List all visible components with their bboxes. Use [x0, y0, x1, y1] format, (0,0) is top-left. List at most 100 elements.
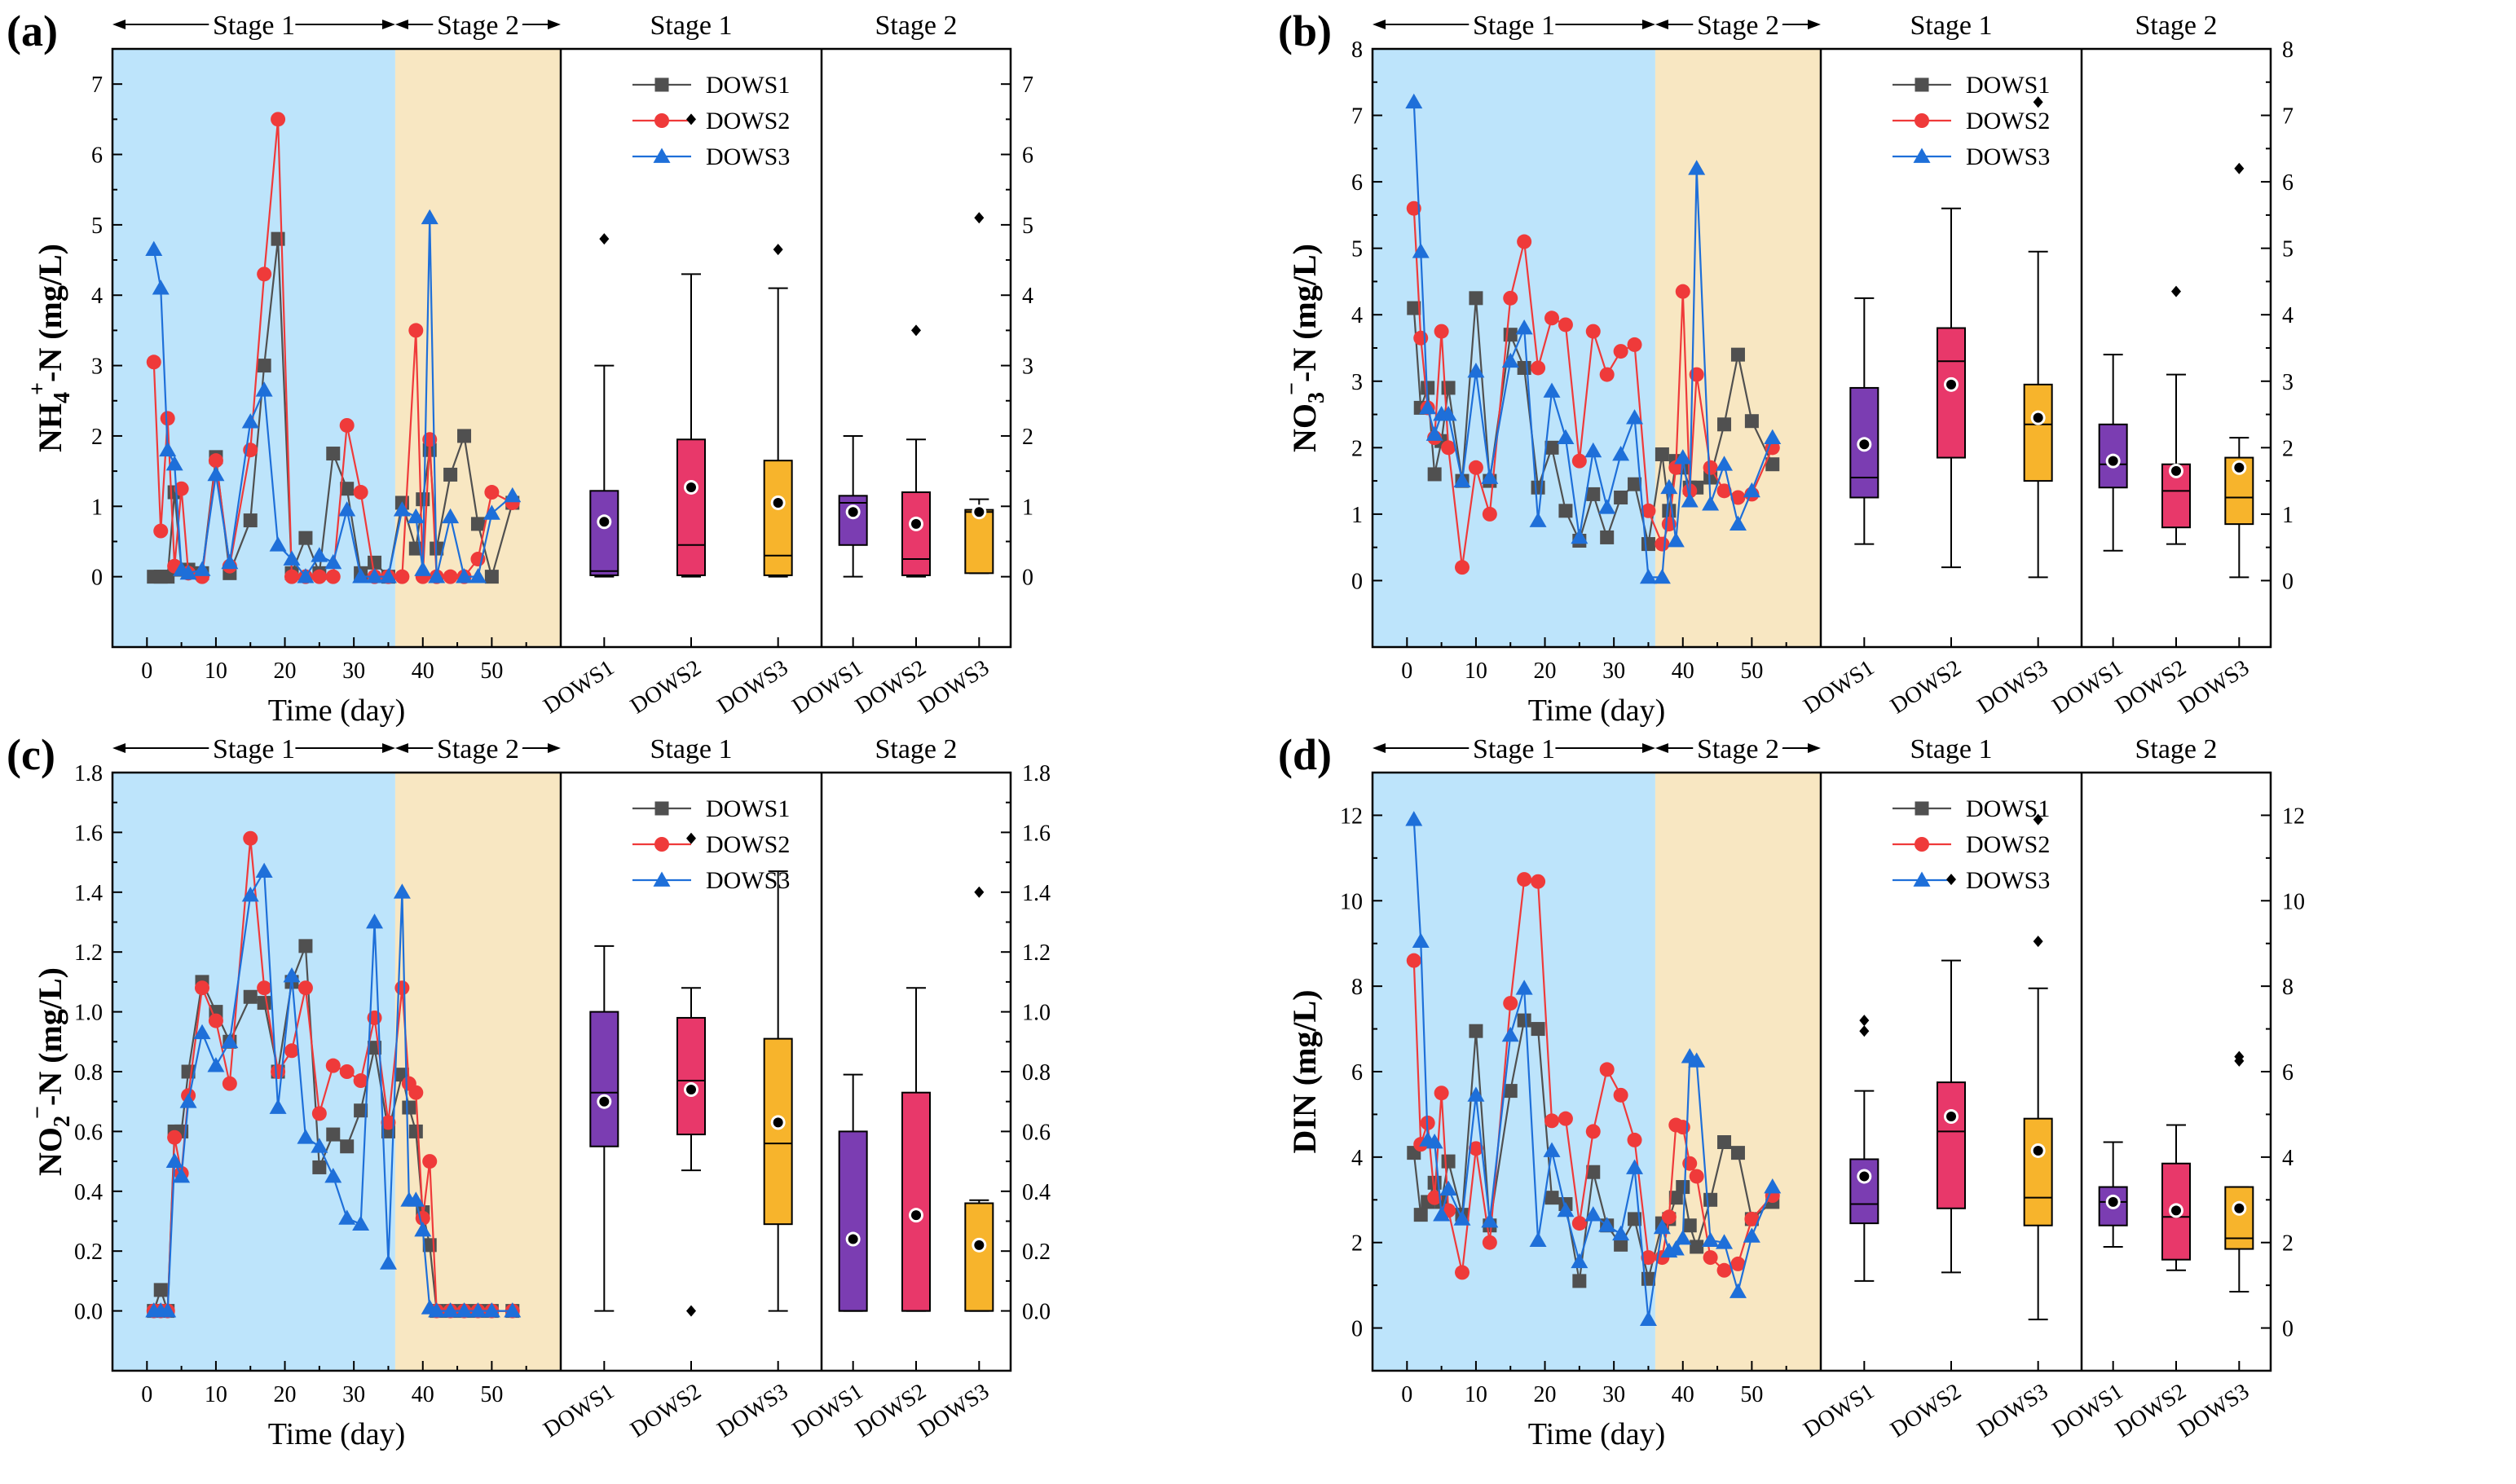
data-point	[1531, 360, 1546, 376]
series-DOWS2	[1406, 872, 1780, 1280]
data-point	[167, 1130, 183, 1145]
data-point	[408, 323, 424, 338]
mean-point	[2108, 456, 2118, 466]
boxplot-DOWS3	[2224, 162, 2254, 579]
data-point	[1517, 360, 1531, 375]
stage2-background	[1655, 773, 1821, 1371]
outlier-point	[974, 886, 985, 898]
ytick-label-left: 3	[1351, 370, 1363, 395]
mean-point	[1859, 439, 1870, 450]
box-category-label: DOWS2	[851, 1379, 931, 1443]
data-point	[1469, 291, 1483, 306]
xtick-label: 40	[1672, 1382, 1694, 1407]
ytick-label-right: 4	[2282, 1146, 2293, 1171]
box-category-label: DOWS3	[713, 655, 793, 720]
xtick-label: 50	[480, 1382, 503, 1407]
outlier-point	[2171, 285, 2181, 297]
data-point	[1743, 1227, 1760, 1243]
data-point	[1667, 532, 1685, 548]
panel-1: Stage 1 Stage 2 Stage 1 Stage 2 (b) 0 0 1 1 2 2 3 3 4…	[1278, 5, 2293, 728]
data-point	[1501, 1026, 1519, 1042]
ytick-label-left: 6	[1351, 1060, 1363, 1085]
data-point	[1716, 483, 1732, 499]
data-point	[1453, 1210, 1471, 1226]
mean-point	[2033, 1145, 2043, 1156]
stage2-arrow-head-right	[548, 20, 561, 29]
box-category-label: DOWS3	[914, 655, 994, 720]
mean-point	[974, 1240, 985, 1250]
box	[589, 1011, 619, 1147]
data-point	[1627, 1132, 1642, 1147]
ytick-label-right: 5	[1022, 214, 1033, 239]
outlier-point	[773, 244, 783, 256]
data-point	[324, 553, 342, 570]
boxplot-DOWS1	[2098, 354, 2128, 552]
data-point	[482, 504, 500, 520]
y-axis-label-rest: -N (mg/L)	[32, 967, 68, 1106]
ytick-label-right: 4	[1022, 284, 1033, 309]
data-point	[1571, 1216, 1587, 1231]
data-point	[1690, 1240, 1704, 1254]
x-axis-label: Time (day)	[1528, 694, 1666, 728]
stage1-arrow-head-left	[112, 743, 126, 753]
boxplot-DOWS2	[901, 987, 931, 1312]
data-point	[1612, 445, 1630, 461]
legend-marker	[654, 113, 669, 128]
data-point	[394, 980, 410, 996]
box-stage1-label: Stage 1	[1910, 11, 1992, 41]
panel-label: (b)	[1278, 7, 1332, 55]
boxplot-DOWS2	[2161, 1124, 2191, 1271]
data-point	[1674, 449, 1692, 465]
data-point	[1688, 1052, 1706, 1068]
data-point	[1716, 456, 1734, 471]
outlier-point	[911, 324, 921, 337]
data-point	[1529, 512, 1547, 527]
data-point	[311, 1106, 327, 1121]
panel-2: Stage 1 Stage 2 Stage 1 Stage 2 (c) 0.0 0.0 0.2…	[7, 729, 1051, 1451]
boxplot-DOWS3	[964, 212, 994, 575]
data-point	[1744, 414, 1759, 429]
box	[589, 490, 619, 576]
data-point	[1612, 1225, 1630, 1241]
data-point	[1482, 506, 1497, 522]
ytick-label-right: 7	[2282, 104, 2293, 130]
stage1-arrow-head-right	[1641, 743, 1655, 753]
box-stage1-label: Stage 1	[650, 734, 732, 764]
data-point	[1503, 290, 1518, 306]
data-point	[443, 467, 458, 482]
data-point	[352, 568, 370, 583]
data-point	[1600, 530, 1615, 544]
ytick-label-right: 5	[2282, 237, 2293, 262]
legend-label: DOWS3	[1966, 867, 2050, 894]
mean-point	[1946, 379, 1956, 390]
xtick-label: 0	[141, 658, 152, 684]
data-point	[1626, 1159, 1644, 1174]
data-point	[1468, 460, 1483, 475]
box-category-label: DOWS1	[1799, 655, 1879, 720]
data-point	[1689, 1169, 1704, 1184]
legend-label: DOWS2	[706, 108, 790, 134]
ytick-label-left: 4	[1351, 303, 1363, 328]
boxplot-DOWS2	[2161, 285, 2191, 545]
xtick-label: 40	[1672, 658, 1694, 684]
mean-point	[1859, 1171, 1870, 1182]
box-stage2-label: Stage 2	[2135, 734, 2217, 764]
data-point	[153, 523, 169, 539]
data-point	[408, 1085, 424, 1100]
ytick-label-right: 0	[1022, 566, 1033, 591]
data-point	[1469, 1024, 1483, 1038]
data-point	[1584, 1206, 1602, 1222]
boxplot-DOWS1	[1849, 297, 1879, 545]
legend-marker	[653, 148, 671, 163]
boxplot-DOWS3	[763, 244, 793, 578]
data-point	[340, 482, 355, 496]
legend-marker	[654, 837, 669, 852]
outlier-point	[1859, 1025, 1870, 1037]
stage1-label: Stage 1	[213, 734, 295, 764]
ytick-label-right: 1.2	[1022, 940, 1051, 966]
xtick-label: 50	[480, 658, 503, 684]
ytick-label-left: 8	[1351, 37, 1363, 63]
outlier-point	[1859, 1015, 1870, 1027]
box	[1849, 1158, 1879, 1225]
